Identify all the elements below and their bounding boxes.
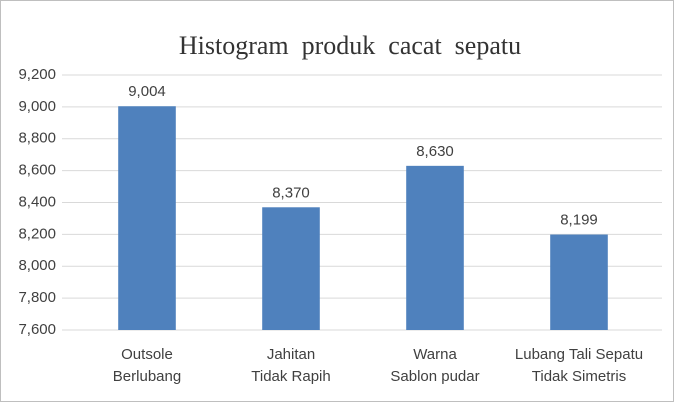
chart-title: Histogram produk cacat sepatu — [179, 31, 521, 60]
y-tick-label: 8,000 — [18, 257, 56, 274]
x-tick-label: Sablon pudar — [390, 368, 479, 385]
x-tick-label: Outsole — [121, 346, 173, 363]
x-tick-label: Tidak Simetris — [532, 368, 626, 385]
x-tick-label: Tidak Rapih — [251, 368, 330, 385]
x-tick-label: Lubang Tali Sepatu — [515, 346, 643, 363]
y-tick-label: 8,200 — [18, 225, 56, 242]
y-tick-label: 8,800 — [18, 130, 56, 147]
x-tick-label: Berlubang — [113, 368, 181, 385]
data-label: 8,370 — [272, 184, 310, 201]
bar — [118, 106, 176, 330]
y-tick-label: 7,600 — [18, 321, 56, 338]
y-tick-label: 9,000 — [18, 98, 56, 115]
y-tick-label: 7,800 — [18, 289, 56, 306]
bar — [550, 234, 608, 330]
bar — [406, 165, 464, 330]
data-label: 9,004 — [128, 83, 166, 100]
data-label: 8,630 — [416, 143, 454, 160]
x-tick-label: Jahitan — [267, 346, 315, 363]
y-tick-label: 8,400 — [18, 193, 56, 210]
x-tick-label: Warna — [413, 346, 457, 363]
bar — [262, 207, 320, 330]
y-tick-label: 8,600 — [18, 162, 56, 179]
y-tick-label: 9,200 — [18, 66, 56, 83]
data-label: 8,199 — [560, 212, 598, 229]
